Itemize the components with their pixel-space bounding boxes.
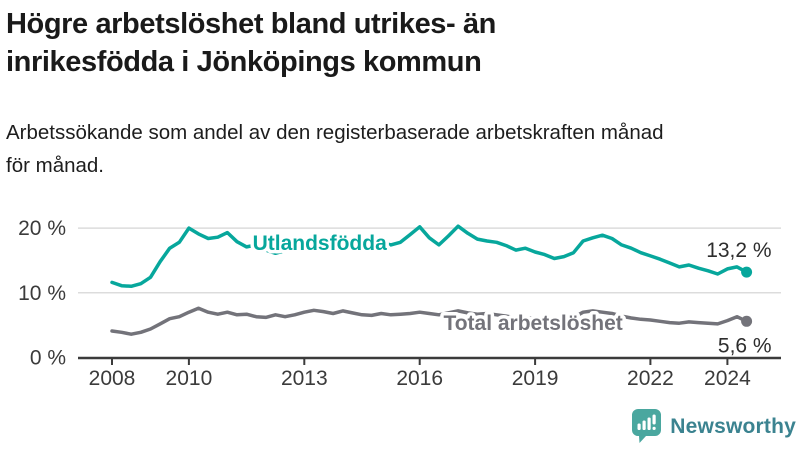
- x-tick-label: 2019: [512, 367, 559, 390]
- chart-subtitle: Arbetssökande som andel av den registerb…: [6, 121, 664, 177]
- bar-chart-glyph: [637, 414, 656, 430]
- x-tick-label: 2008: [89, 367, 136, 390]
- newsworthy-wordmark: Newsworthy: [670, 414, 796, 438]
- exclamation-bar: [652, 414, 656, 425]
- exclamation-dot: [652, 426, 656, 430]
- series-label-utlandsfodda: Utlandsfödda: [253, 232, 387, 255]
- series-label-total-arbetsloshet: Total arbetslöshet: [443, 312, 622, 335]
- y-tick-label: 0 %: [30, 347, 66, 370]
- series-line-utlandsfodda: [110, 224, 749, 289]
- y-tick-label: 10 %: [18, 282, 66, 305]
- end-value-label-utlandsfodda: 13,2 %: [706, 239, 771, 262]
- x-tick-label: 2013: [281, 367, 328, 390]
- y-tick-label: 20 %: [18, 217, 66, 240]
- end-dot-total-arbetsloshet: [741, 315, 753, 327]
- x-tick-label: 2022: [627, 367, 674, 390]
- page-title: Högre arbetslöshet bland utrikes- än inr…: [6, 8, 496, 78]
- end-dot-utlandsfodda: [741, 266, 753, 278]
- end-value-label-total-arbetsloshet: 5,6 %: [718, 334, 772, 357]
- x-tick-label: 2010: [166, 367, 213, 390]
- series-line-total-arbetsloshet: [110, 306, 749, 336]
- x-tick-label: 2024: [704, 367, 751, 390]
- newsworthy-icon: [632, 409, 662, 443]
- speech-bubble-shape: [632, 409, 662, 443]
- x-tick-label: 2016: [396, 367, 443, 390]
- newsworthy-logo: Newsworthy: [632, 409, 796, 444]
